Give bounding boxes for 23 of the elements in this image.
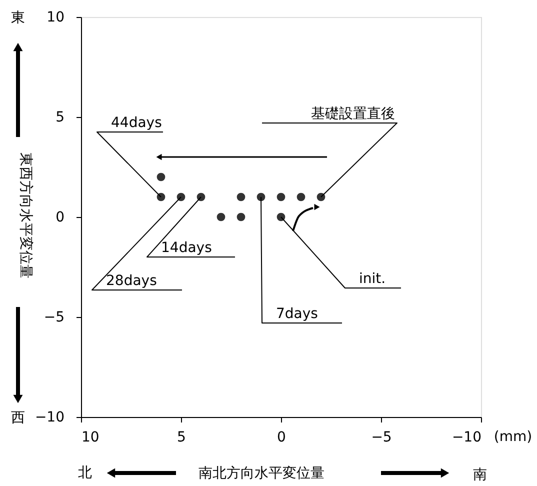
x-tick-label: −5 [371, 430, 392, 446]
y-tick-label: 0 [56, 210, 64, 226]
x-tick-label: −10 [452, 430, 482, 446]
y-tick-label: −5 [44, 310, 64, 326]
annotation: 44days [111, 115, 162, 131]
y-tick-label: 10 [46, 10, 64, 26]
annotation: 7days [276, 306, 318, 322]
text: 西 [11, 410, 25, 426]
x-axis-title: 南北方向水平変位量 [198, 466, 324, 482]
x-tick-label: 10 [82, 430, 100, 446]
text: (mm) [494, 429, 532, 445]
annotation: 28days [106, 273, 157, 289]
text: 北 [78, 465, 92, 481]
text: 東 [11, 10, 25, 26]
x-tick-label: 0 [277, 430, 286, 446]
y-tick-label: 5 [56, 110, 64, 126]
annotation: 基礎設置直後 [311, 106, 395, 122]
y-axis-title: 東西方向水平変位量 [18, 152, 34, 278]
y-tick-label: −10 [34, 410, 64, 426]
annotation: init. [359, 271, 386, 287]
text: 南 [473, 467, 487, 483]
x-tick-label: 5 [177, 430, 186, 446]
annotation: 14days [161, 240, 212, 256]
